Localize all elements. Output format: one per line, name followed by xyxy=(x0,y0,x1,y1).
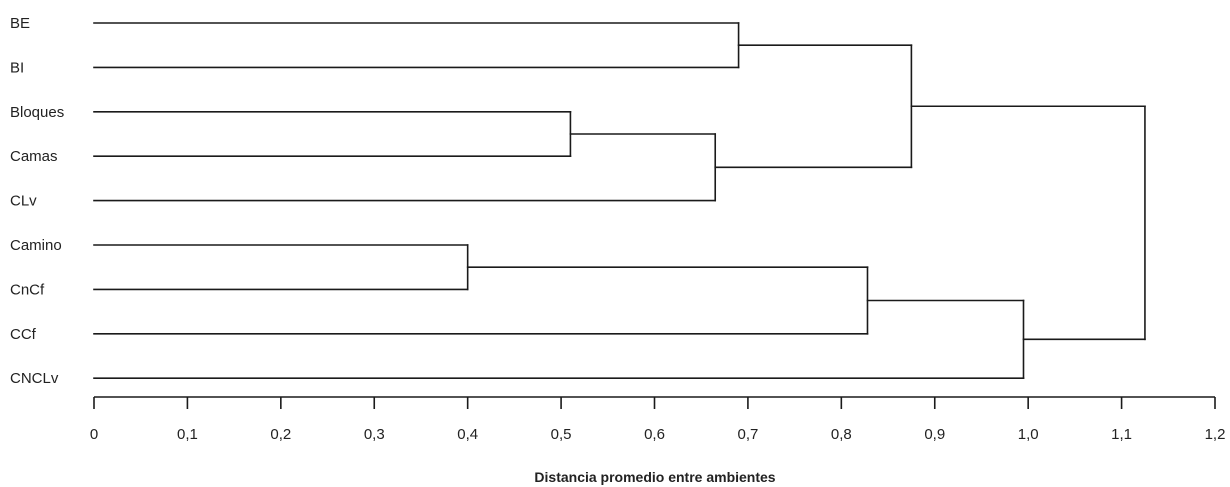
dendrogram-links xyxy=(93,22,1146,380)
x-tick-label: 0 xyxy=(90,426,98,443)
x-tick-label: 1,0 xyxy=(1018,426,1039,443)
x-tick-label: 0,8 xyxy=(831,426,852,443)
x-tick-label: 0,4 xyxy=(457,426,478,443)
x-tick-label: 0,5 xyxy=(551,426,572,443)
x-tick-label: 0,7 xyxy=(737,426,758,443)
leaf-label: Bloques xyxy=(10,104,64,121)
x-axis-ticks: 0 0,1 0,2 0,3 0,4 0,5 0,6 0,7 0,8 0,9 1,0 1,1 1,2 xyxy=(90,397,1226,443)
x-tick-label: 1,1 xyxy=(1111,426,1132,443)
x-tick-label: 0,6 xyxy=(644,426,665,443)
x-tick-label: 0,3 xyxy=(364,426,385,443)
leaf-label: CLv xyxy=(10,193,37,210)
x-tick-label: 0,9 xyxy=(924,426,945,443)
x-tick-label: 0,1 xyxy=(177,426,198,443)
x-axis: 0 0,1 0,2 0,3 0,4 0,5 0,6 0,7 0,8 0,9 1,0 1,1 1,2 xyxy=(90,396,1226,443)
x-tick-label: 1,2 xyxy=(1205,426,1226,443)
leaf-label: CnCf xyxy=(10,281,45,298)
leaf-labels: BE BI Bloques Camas CLv Camino CnCf CCf CNCLv xyxy=(10,15,64,387)
x-axis-title: Distancia promedio entre ambientes xyxy=(534,469,775,485)
leaf-label: Camas xyxy=(10,148,58,165)
leaf-label: CNCLv xyxy=(10,370,59,387)
leaf-label: Camino xyxy=(10,237,62,254)
leaf-label: BI xyxy=(10,59,24,76)
x-tick-label: 0,2 xyxy=(270,426,291,443)
leaf-label: BE xyxy=(10,15,30,32)
leaf-label: CCf xyxy=(10,326,37,343)
